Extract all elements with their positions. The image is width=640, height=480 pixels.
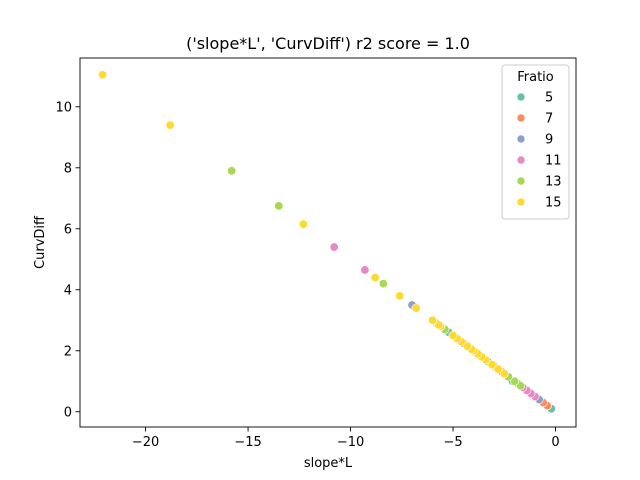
axes: −20 −15 −10 −5 0 0 2 4 6 8 10 slope*L CurvDiff	[33, 57, 577, 471]
legend-label-15: 15	[545, 196, 562, 211]
legend-label-9: 9	[545, 133, 553, 148]
data-point-11-5	[329, 242, 339, 252]
legend-label-5: 5	[545, 91, 553, 106]
x-tick-label-1: −15	[234, 435, 261, 450]
data-point-11-4	[360, 265, 370, 275]
data-point-15-0	[499, 369, 509, 379]
y-tick-label-3: 6	[64, 222, 72, 237]
data-point-15-2	[487, 359, 497, 369]
legend: Fratio 5 7 9 11 13 15	[501, 64, 570, 220]
x-tick-label-2: −10	[337, 435, 364, 450]
x-tick-label-0: −20	[132, 435, 159, 450]
data-point-15-1	[493, 364, 503, 374]
data-point-15-18	[298, 219, 308, 229]
data-point-15-13	[434, 320, 444, 330]
legend-label-7: 7	[545, 112, 553, 127]
legend-label-11: 11	[545, 154, 562, 169]
data-point-15-14	[428, 315, 438, 325]
x-axis-label: slope*L	[304, 456, 353, 471]
data-point-15-19	[165, 120, 175, 130]
data-point-13-9	[378, 279, 388, 289]
y-tick-label-0: 0	[64, 405, 72, 420]
legend-title: Fratio	[517, 70, 554, 85]
chart-title: ('slope*L', 'CurvDiff') r2 score = 1.0	[186, 34, 470, 53]
data-point-15-8	[462, 341, 472, 351]
legend-marker-5	[516, 92, 526, 102]
data-points	[98, 70, 556, 414]
y-tick-label-5: 10	[55, 100, 72, 115]
legend-marker-9	[516, 134, 526, 144]
data-point-13-0	[516, 381, 526, 391]
y-tick-label-4: 8	[64, 161, 72, 176]
y-axis-label: CurvDiff	[33, 215, 48, 269]
data-point-15-17	[370, 273, 380, 283]
data-point-13-1	[510, 376, 520, 386]
data-point-15-11	[448, 331, 458, 341]
legend-marker-13	[516, 176, 526, 186]
y-tick-label-1: 2	[64, 344, 72, 359]
legend-marker-15	[516, 197, 526, 207]
data-point-13-10	[274, 201, 284, 211]
x-tick-label-3: −5	[443, 435, 462, 450]
data-point-15-15	[411, 303, 421, 313]
legend-marker-7	[516, 113, 526, 123]
data-point-15-16	[395, 291, 405, 301]
plot-frame	[79, 57, 577, 428]
y-tick-label-2: 4	[64, 283, 72, 298]
data-point-13-11	[227, 166, 237, 176]
x-tick-label-4: 0	[551, 435, 559, 450]
legend-marker-11	[516, 155, 526, 165]
data-point-15-20	[98, 70, 108, 80]
legend-label-13: 13	[545, 175, 562, 190]
